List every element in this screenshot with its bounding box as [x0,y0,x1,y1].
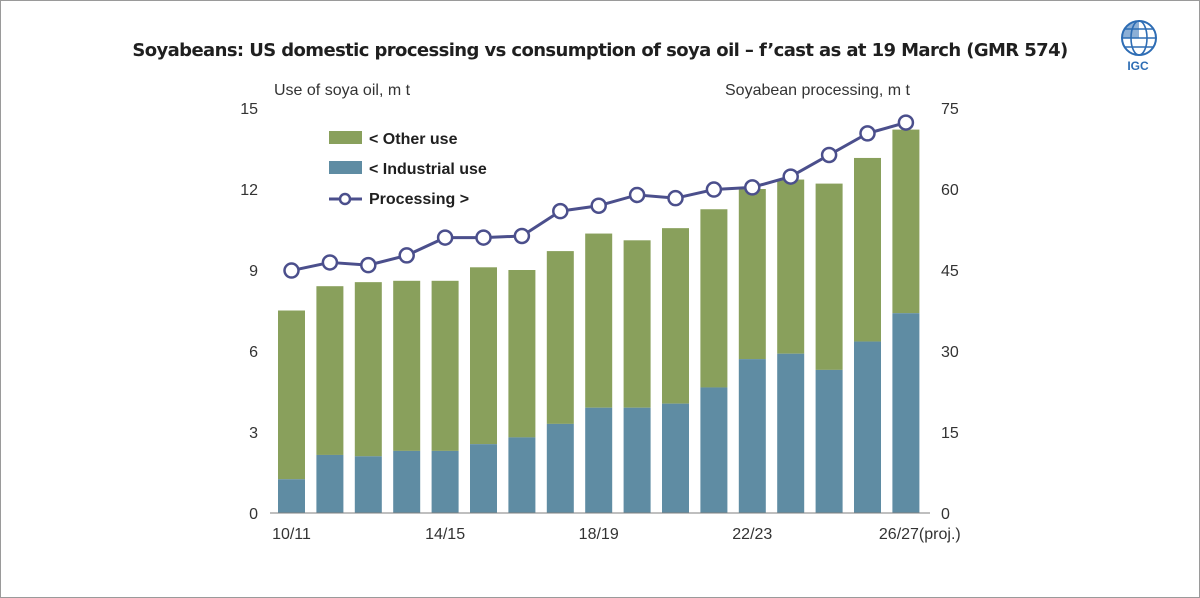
bar-industrial-use-19/20 [623,407,651,513]
bar-other-use-13/14 [393,280,421,451]
bar-other-use-11/12 [316,286,344,455]
legend-swatch-industrial-use [329,161,362,174]
left-tick-label: 6 [249,344,258,361]
bar-other-use-21/22 [700,209,728,388]
bar-industrial-use-13/14 [393,450,421,513]
bar-industrial-use-10/11 [278,479,305,513]
right-tick-label: 0 [941,506,950,523]
bar-industrial-use-20/21 [662,403,689,513]
right-tick-label: 75 [941,101,959,118]
left-axis-ticks: 0 3 6 9 12 15 [240,101,258,523]
bar-other-use-25/26 [854,157,881,342]
processing-point-10/11 [283,262,300,279]
legend-swatch-other-use [329,131,362,144]
processing-point-15/16 [475,229,492,246]
bar-industrial-use-21/22 [700,387,728,513]
processing-point-20/21 [667,189,684,207]
bar-industrial-use-16/17 [508,437,536,513]
right-axis-ticks: 0 15 30 45 60 75 [941,101,959,523]
bar-industrial-use-15/16 [470,444,497,513]
left-tick-label: 0 [249,506,258,523]
processing-point-18/19 [590,197,607,214]
processing-point-12/13 [360,256,377,274]
bar-other-use-22/23 [738,189,766,360]
x-tick-label: 10/11 [272,526,311,543]
processing-line-layer [283,114,915,279]
bar-other-use-12/13 [354,282,382,457]
bar-other-use-20/21 [662,228,689,404]
bar-industrial-use-12/13 [354,456,382,513]
bar-industrial-use-24/25 [815,369,843,513]
bar-other-use-14/15 [431,280,459,451]
legend-label-other-use: < Other use [369,131,458,148]
bar-other-use-19/20 [623,240,651,408]
legend-label-processing: Processing > [369,191,469,208]
bar-industrial-use-11/12 [316,454,344,513]
processing-point-24/25 [820,146,838,164]
legend-marker-processing [338,192,352,206]
igc-logo-text: IGC [1127,59,1149,73]
igc-globe-icon [1121,20,1157,56]
x-tick-label: 26/27(proj.) [879,526,961,543]
x-tick-label: 18/19 [579,526,619,543]
processing-point-22/23 [744,179,761,196]
legend: < Other use < Industrial use Processing … [329,131,487,208]
bar-other-use-26/27 [892,129,920,314]
bar-other-use-23/24 [777,179,805,354]
processing-point-16/17 [513,227,531,245]
right-tick-label: 60 [941,182,959,199]
left-tick-label: 12 [240,182,258,199]
x-axis-ticks: 10/11 14/15 18/19 22/23 26/27(proj.) [272,526,961,543]
legend-label-industrial-use: < Industrial use [369,161,487,178]
right-tick-label: 30 [941,344,959,361]
right-tick-label: 45 [941,263,959,280]
left-tick-label: 9 [249,263,258,280]
x-tick-label: 22/23 [732,526,772,543]
processing-point-19/20 [628,186,646,204]
bar-industrial-use-22/23 [738,359,766,513]
processing-point-14/15 [436,229,454,246]
processing-point-21/22 [705,181,723,198]
chart-title: Soyabeans: US domestic processing vs con… [132,40,1068,61]
bar-industrial-use-23/24 [777,353,805,513]
processing-point-13/14 [398,247,415,264]
processing-point-25/26 [859,125,876,142]
processing-point-17/18 [552,202,569,220]
bar-industrial-use-18/19 [585,407,613,513]
processing-point-23/24 [782,168,799,185]
bar-industrial-use-26/27 [892,313,920,513]
x-tick-label: 14/15 [425,526,465,543]
bar-industrial-use-17/18 [546,423,574,513]
right-axis-label: Soyabean processing, m t [725,82,911,99]
left-axis-label: Use of soya oil, m t [274,82,411,99]
processing-point-11/12 [321,254,339,271]
left-tick-label: 15 [240,101,258,118]
bar-industrial-use-14/15 [431,450,459,513]
processing-point-26/27 [897,114,915,131]
bar-industrial-use-25/26 [854,341,881,513]
right-tick-label: 15 [941,425,959,442]
bar-layer [278,129,920,513]
igc-logo: IGC [1121,20,1157,73]
bar-other-use-24/25 [815,183,843,370]
bar-other-use-10/11 [278,310,305,480]
bar-other-use-16/17 [508,270,536,438]
bar-other-use-17/18 [546,251,574,424]
bar-other-use-18/19 [585,233,613,408]
bar-other-use-15/16 [470,267,497,445]
left-tick-label: 3 [249,425,258,442]
